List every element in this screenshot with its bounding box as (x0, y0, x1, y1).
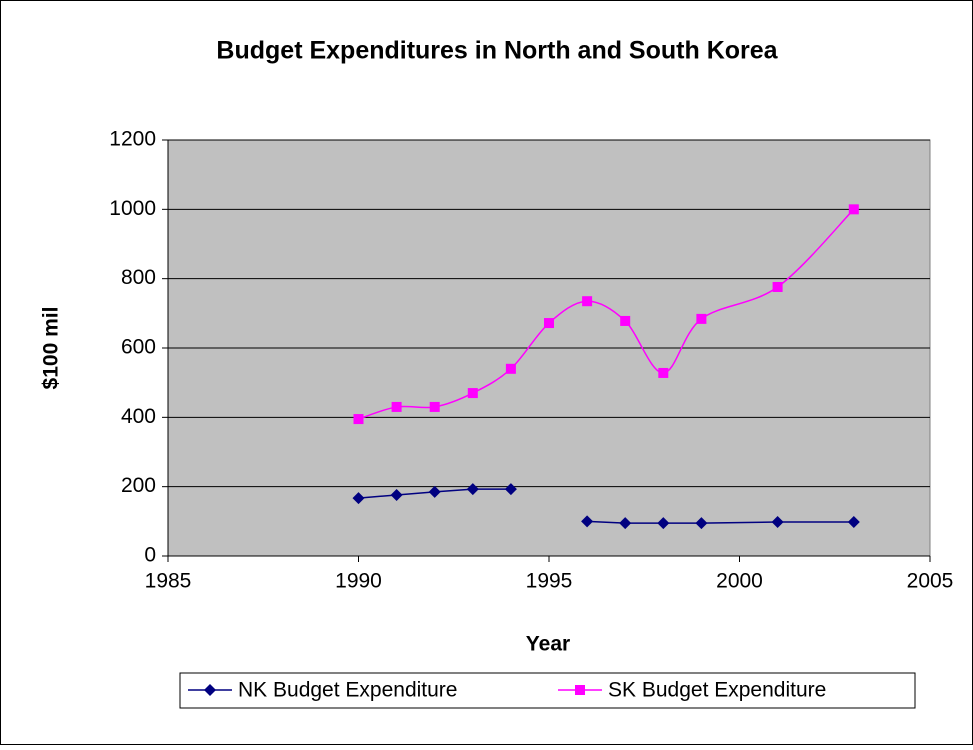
data-point (619, 517, 632, 530)
data-point (504, 483, 517, 496)
x-tick-label: 1985 (145, 570, 192, 593)
legend-marker (204, 684, 216, 696)
y-tick-label: 200 (121, 474, 156, 497)
y-axis-label: $100 mil (40, 307, 63, 390)
legend-label: SK Budget Expenditure (608, 679, 826, 702)
legend-box (179, 672, 916, 709)
chart-title: Budget Expenditures in North and South K… (216, 37, 778, 65)
data-point (771, 516, 784, 529)
data-point (505, 363, 516, 374)
data-point (466, 483, 479, 496)
y-tick-label: 600 (121, 336, 156, 359)
data-point (658, 367, 669, 378)
data-point (696, 313, 707, 324)
data-point (772, 281, 783, 292)
data-point (847, 516, 860, 529)
x-tick-label: 1990 (335, 570, 382, 593)
y-tick-label: 1200 (109, 128, 156, 151)
data-point (657, 517, 670, 530)
data-point (391, 401, 402, 412)
data-point (620, 315, 631, 326)
data-point (695, 517, 708, 530)
y-tick-label: 0 (144, 544, 156, 567)
y-tick-label: 400 (121, 405, 156, 428)
x-tick-label: 2005 (907, 570, 954, 593)
data-point (467, 388, 478, 399)
data-point (544, 318, 554, 329)
data-point (352, 492, 365, 505)
data-point (428, 485, 441, 498)
data-point (353, 414, 364, 425)
x-axis-label: Year (526, 633, 570, 656)
x-tick-label: 2000 (716, 570, 763, 593)
data-point (429, 401, 440, 412)
data-point (582, 296, 593, 307)
data-point (848, 204, 859, 215)
data-point (390, 488, 403, 501)
x-tick-label: 1995 (526, 570, 573, 593)
legend-marker (575, 685, 585, 695)
y-tick-label: 800 (121, 266, 156, 289)
legend-label: NK Budget Expenditure (238, 679, 457, 702)
y-tick-label: 1000 (109, 197, 156, 220)
data-point (581, 515, 594, 528)
